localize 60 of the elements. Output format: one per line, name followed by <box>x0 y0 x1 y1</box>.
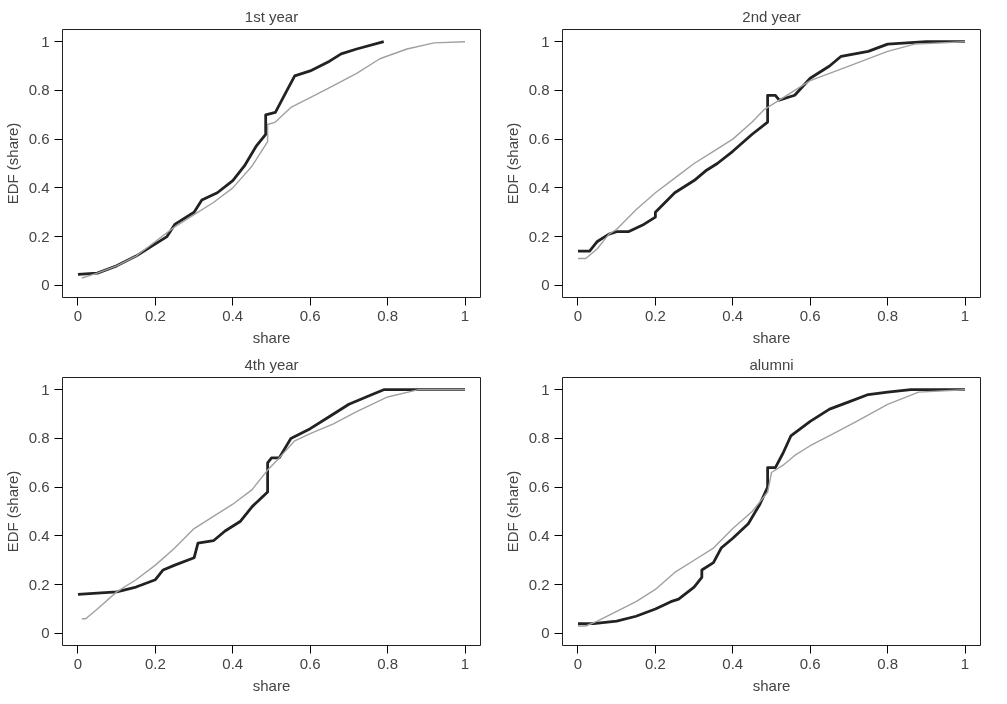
x-tick-label: 0 <box>73 654 83 672</box>
chart-title: alumni <box>749 355 794 373</box>
x-axis-title: share <box>752 328 791 346</box>
y-axis-title: EDF (share) <box>3 470 21 553</box>
y-tick-label: 0.4 <box>28 178 50 196</box>
y-tick-label: 0.6 <box>528 130 550 148</box>
y-tick-label: 0.8 <box>528 81 550 99</box>
y-axis-title: EDF (share) <box>503 470 521 553</box>
y-tick-label: 0 <box>41 624 50 642</box>
x-tick-label: 0.4 <box>722 654 744 672</box>
y-tick-label: 0 <box>541 624 550 642</box>
y-tick-label: 0 <box>541 276 550 294</box>
x-tick-label: 0.6 <box>299 306 321 324</box>
x-tick-label: 0.4 <box>222 654 244 672</box>
x-tick-label: 0.6 <box>799 306 821 324</box>
y-tick-label: 0.6 <box>28 130 50 148</box>
x-tick-label: 0.8 <box>877 306 899 324</box>
x-tick-label: 1 <box>460 306 470 324</box>
y-tick-label: 0.8 <box>528 429 550 447</box>
y-tick-label: 1 <box>541 32 550 50</box>
y-axis-title: EDF (share) <box>3 122 21 205</box>
x-tick-label: 0.8 <box>377 306 399 324</box>
x-tick-label: 0.2 <box>144 306 166 324</box>
y-tick-label: 1 <box>541 380 550 398</box>
chart-title: 4th year <box>244 355 299 373</box>
y-tick-label: 0.6 <box>528 478 550 496</box>
y-tick-label: 0.2 <box>28 575 50 593</box>
x-tick-label: 0 <box>73 306 83 324</box>
x-tick-label: 0.2 <box>644 654 666 672</box>
x-tick-label: 0.8 <box>377 654 399 672</box>
chart-title: 2nd year <box>742 7 801 25</box>
x-tick-label: 0.6 <box>799 654 821 672</box>
x-tick-label: 1 <box>460 654 470 672</box>
x-tick-label: 0.4 <box>722 306 744 324</box>
x-tick-label: 0.4 <box>222 306 244 324</box>
y-tick-label: 0 <box>41 276 50 294</box>
y-tick-label: 0.2 <box>28 227 50 245</box>
x-tick-label: 0.2 <box>644 306 666 324</box>
y-tick-label: 0.4 <box>528 526 550 544</box>
y-tick-label: 0.8 <box>28 429 50 447</box>
y-tick-label: 0.4 <box>528 178 550 196</box>
x-tick-label: 1 <box>960 654 970 672</box>
y-tick-label: 0.8 <box>28 81 50 99</box>
y-tick-label: 1 <box>41 32 50 50</box>
y-axis-title: EDF (share) <box>503 122 521 205</box>
chart-title: 1st year <box>244 7 299 25</box>
y-tick-label: 0.2 <box>528 227 550 245</box>
x-axis-title: share <box>752 676 791 694</box>
y-tick-label: 0.6 <box>28 478 50 496</box>
x-axis-title: share <box>252 676 291 694</box>
x-tick-label: 0.8 <box>877 654 899 672</box>
y-tick-label: 1 <box>41 380 50 398</box>
x-tick-label: 1 <box>960 306 970 324</box>
x-tick-label: 0 <box>573 306 583 324</box>
x-axis-title: share <box>252 328 291 346</box>
y-tick-label: 0.4 <box>28 526 50 544</box>
x-tick-label: 0.2 <box>144 654 166 672</box>
x-tick-label: 0 <box>573 654 583 672</box>
y-tick-label: 0.2 <box>528 575 550 593</box>
x-tick-label: 0.6 <box>299 654 321 672</box>
